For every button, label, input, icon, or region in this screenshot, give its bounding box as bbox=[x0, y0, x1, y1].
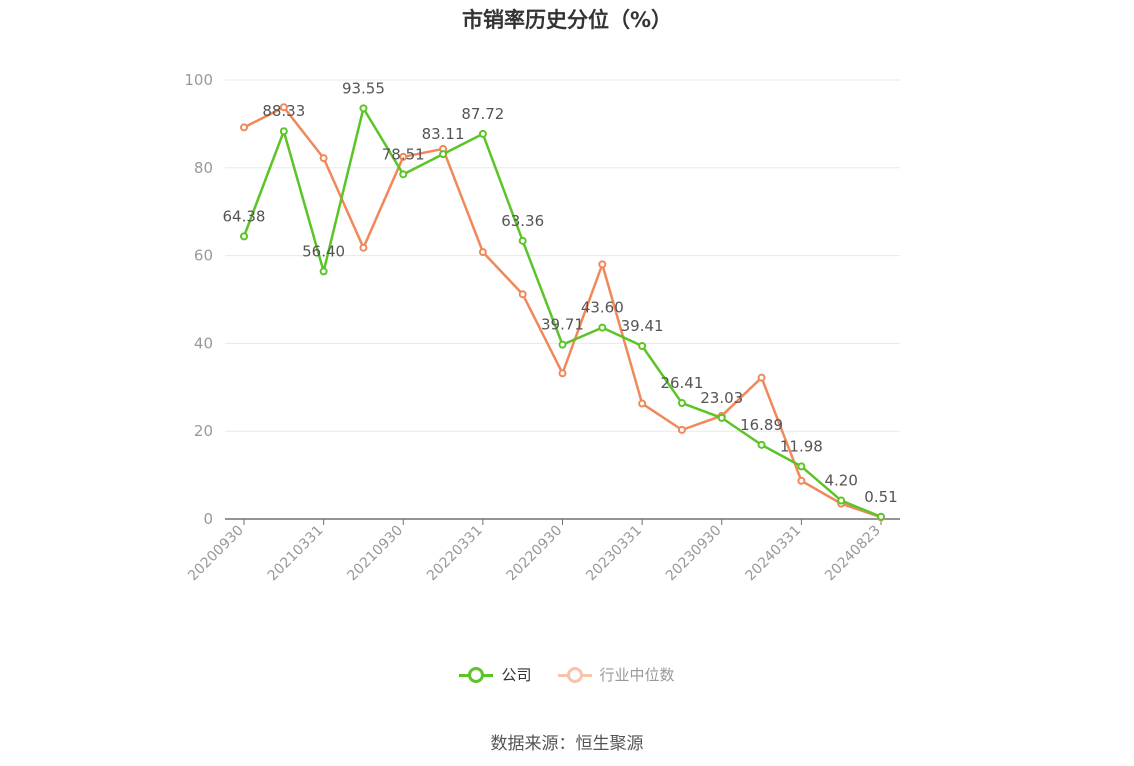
y-tick-label: 20 bbox=[194, 422, 213, 440]
data-label: 0.51 bbox=[864, 488, 897, 506]
y-tick-label: 0 bbox=[203, 510, 213, 528]
x-tick-label: 20220331 bbox=[424, 523, 486, 585]
series-0-point bbox=[757, 440, 766, 449]
legend: 公司 行业中位数 bbox=[0, 664, 1134, 685]
data-label: 63.36 bbox=[501, 212, 544, 230]
x-tick-label: 20240823 bbox=[822, 523, 884, 585]
series-0-point bbox=[359, 104, 368, 113]
series-0-point bbox=[279, 127, 288, 136]
data-label: 56.40 bbox=[302, 242, 345, 260]
y-tick-label: 60 bbox=[194, 247, 213, 265]
x-tick-label: 20220930 bbox=[504, 523, 566, 585]
data-label: 43.60 bbox=[581, 299, 624, 317]
series-0-point bbox=[877, 512, 885, 521]
series-0-point bbox=[717, 413, 726, 422]
series-0-point bbox=[439, 150, 448, 159]
series-0-point bbox=[399, 170, 408, 179]
legend-industry-label: 行业中位数 bbox=[599, 666, 675, 684]
x-tick-label: 20200930 bbox=[185, 523, 247, 585]
series-line-1 bbox=[243, 105, 882, 519]
data-label: 23.03 bbox=[700, 389, 743, 407]
series-1-point bbox=[399, 152, 408, 161]
series-0-point bbox=[478, 129, 487, 138]
data-label: 93.55 bbox=[342, 79, 385, 97]
series-1-point bbox=[797, 476, 806, 485]
y-tick-label: 80 bbox=[194, 159, 213, 177]
series-1-point bbox=[558, 369, 567, 378]
x-tick-label: 20210930 bbox=[344, 523, 406, 585]
series-0-point bbox=[518, 236, 527, 245]
data-label: 11.98 bbox=[780, 437, 823, 455]
source-note: 数据来源：恒生聚源 bbox=[490, 734, 644, 754]
series-0-point bbox=[677, 399, 686, 408]
x-tick-label: 20210331 bbox=[265, 523, 327, 585]
data-label: 83.11 bbox=[422, 125, 465, 143]
series-1-point bbox=[518, 290, 527, 299]
data-label: 39.41 bbox=[621, 317, 664, 335]
data-label: 26.41 bbox=[660, 374, 703, 392]
x-tick-label: 20230331 bbox=[583, 523, 645, 585]
series-1-point bbox=[677, 425, 686, 434]
y-tick-label: 100 bbox=[184, 71, 213, 89]
chart-title: 市销率历史分位（%） bbox=[461, 8, 673, 32]
y-tick-label: 40 bbox=[194, 334, 213, 352]
series-0-point bbox=[558, 340, 567, 349]
legend-item-company[interactable]: 公司 bbox=[459, 664, 532, 685]
legend-company-marker-icon bbox=[459, 666, 494, 683]
series-0-point bbox=[319, 267, 328, 276]
series-1-point bbox=[757, 373, 766, 382]
series-1-point bbox=[638, 399, 647, 408]
data-label: 4.20 bbox=[824, 472, 857, 490]
data-label: 78.51 bbox=[382, 145, 425, 163]
legend-industry-marker-icon bbox=[557, 666, 592, 683]
data-label: 16.89 bbox=[740, 416, 783, 434]
data-label: 39.71 bbox=[541, 316, 584, 334]
series-1-point bbox=[478, 248, 487, 257]
series-layer bbox=[240, 103, 885, 522]
legend-item-industry-median[interactable]: 行业中位数 bbox=[557, 664, 675, 685]
legend-company-label: 公司 bbox=[501, 666, 532, 684]
x-tick-label: 20230930 bbox=[663, 523, 725, 585]
series-line-0 bbox=[242, 107, 882, 518]
series-1-point bbox=[240, 123, 248, 132]
series-0-point bbox=[837, 496, 846, 505]
series-1-point bbox=[319, 154, 328, 163]
data-label: 64.38 bbox=[223, 207, 266, 225]
series-1-point bbox=[598, 260, 607, 269]
data-labels: 64.38 88.33 56.40 93.55 78.51 83.11 87.72 63.36… bbox=[223, 79, 898, 505]
series-0-point bbox=[240, 232, 248, 241]
x-tick-label: 20240331 bbox=[742, 523, 804, 585]
series-0-point bbox=[638, 341, 647, 350]
series-0-point bbox=[797, 462, 806, 471]
series-1-point bbox=[359, 243, 368, 252]
data-label: 87.72 bbox=[461, 105, 504, 123]
series-0-point bbox=[598, 323, 607, 332]
series-1-point bbox=[279, 103, 288, 112]
data-label: 88.33 bbox=[262, 102, 305, 120]
